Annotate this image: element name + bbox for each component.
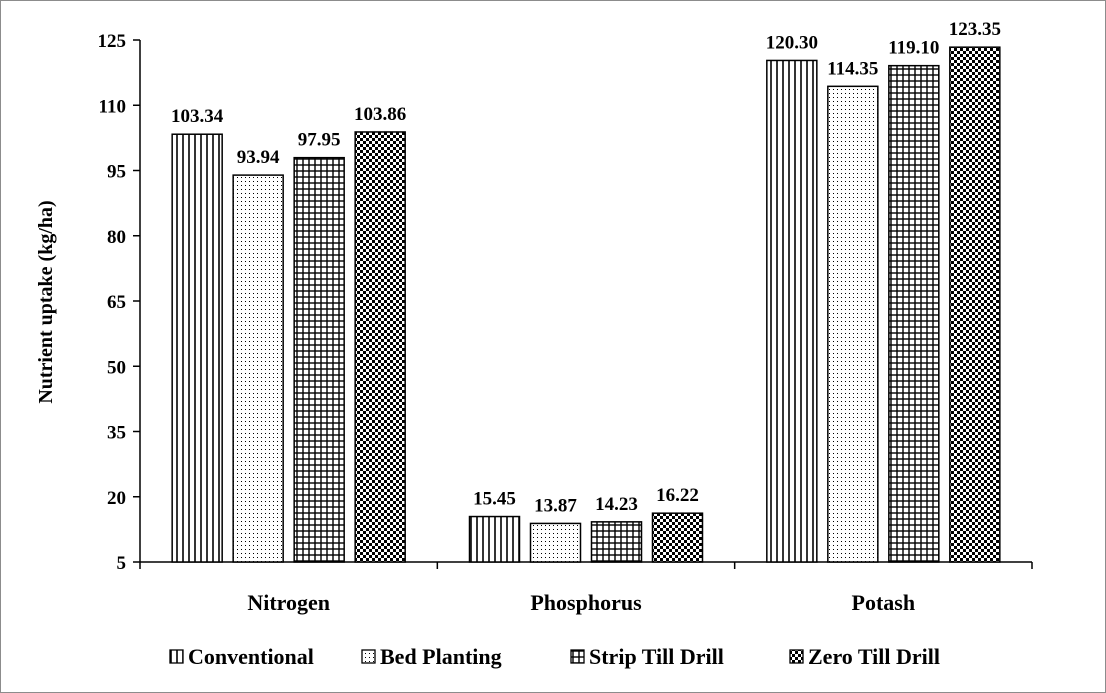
bar-nitrogen-conventional	[171, 133, 223, 563]
data-label: 16.22	[656, 485, 699, 506]
category-labels: Nitrogen Phosphorus Potash	[247, 590, 915, 615]
category-label-nitrogen: Nitrogen	[247, 590, 330, 615]
legend-label: Conventional	[188, 644, 314, 669]
y-axis-title: Nutrient uptake (kg/ha)	[35, 200, 57, 403]
y-tick-label: 5	[117, 553, 127, 574]
data-label: 119.10	[888, 38, 939, 59]
legend: Conventional Bed Planting Strip Till Drill…	[169, 644, 940, 669]
legend-label: Zero Till Drill	[808, 644, 940, 669]
data-label: 97.95	[298, 130, 341, 151]
data-label: 103.34	[171, 106, 224, 127]
category-label-potash: Potash	[852, 590, 916, 615]
legend-label: Bed Planting	[380, 644, 502, 669]
y-tick-label: 80	[107, 227, 126, 248]
data-label: 15.45	[473, 489, 516, 510]
bar-nitrogen-zero-till-drill	[354, 131, 406, 563]
category-label-phosphorus: Phosphorus	[530, 590, 642, 615]
legend-swatch-bed-planting	[361, 649, 376, 664]
bar-phosphorus-conventional	[468, 515, 521, 563]
legend-swatch-zero-till-drill	[789, 649, 804, 664]
bar-potash-strip-till-drill	[888, 64, 940, 563]
data-label: 114.35	[827, 58, 878, 79]
bar-potash-conventional	[766, 59, 818, 563]
data-label: 120.30	[766, 32, 818, 53]
legend-label: Strip Till Drill	[589, 644, 724, 669]
bars	[171, 46, 1001, 563]
bar-phosphorus-bed-planting	[529, 522, 582, 563]
data-label: 103.86	[354, 104, 406, 125]
data-label: 93.94	[237, 147, 280, 168]
bar-nitrogen-bed-planting	[232, 174, 284, 563]
bar-nitrogen-strip-till-drill	[293, 156, 345, 563]
y-tick-label: 95	[107, 162, 126, 183]
y-tick-label: 35	[107, 423, 126, 444]
data-labels: 103.34 93.94 97.95 103.86 15.45 13.87 14.23 16.…	[171, 19, 1001, 516]
y-tick-label: 20	[107, 488, 126, 509]
data-label: 13.87	[534, 495, 577, 516]
legend-swatch-strip-till-drill	[570, 649, 585, 664]
y-tick-label: 110	[99, 96, 126, 117]
bar-potash-zero-till-drill	[949, 46, 1001, 563]
bar-phosphorus-strip-till-drill	[590, 521, 643, 563]
bar-potash-bed-planting	[827, 85, 879, 563]
legend-swatch-conventional	[169, 649, 184, 664]
data-label: 123.35	[949, 19, 1001, 40]
x-ticks	[139, 562, 1033, 569]
y-tick-label: 65	[107, 292, 126, 313]
y-ticks: 5 20 35 50 65 80 95 110 125	[98, 31, 140, 574]
y-tick-label: 50	[107, 357, 126, 378]
data-label: 14.23	[595, 494, 638, 515]
bar-phosphorus-zero-till-drill	[651, 512, 704, 563]
y-tick-label: 125	[98, 31, 127, 52]
